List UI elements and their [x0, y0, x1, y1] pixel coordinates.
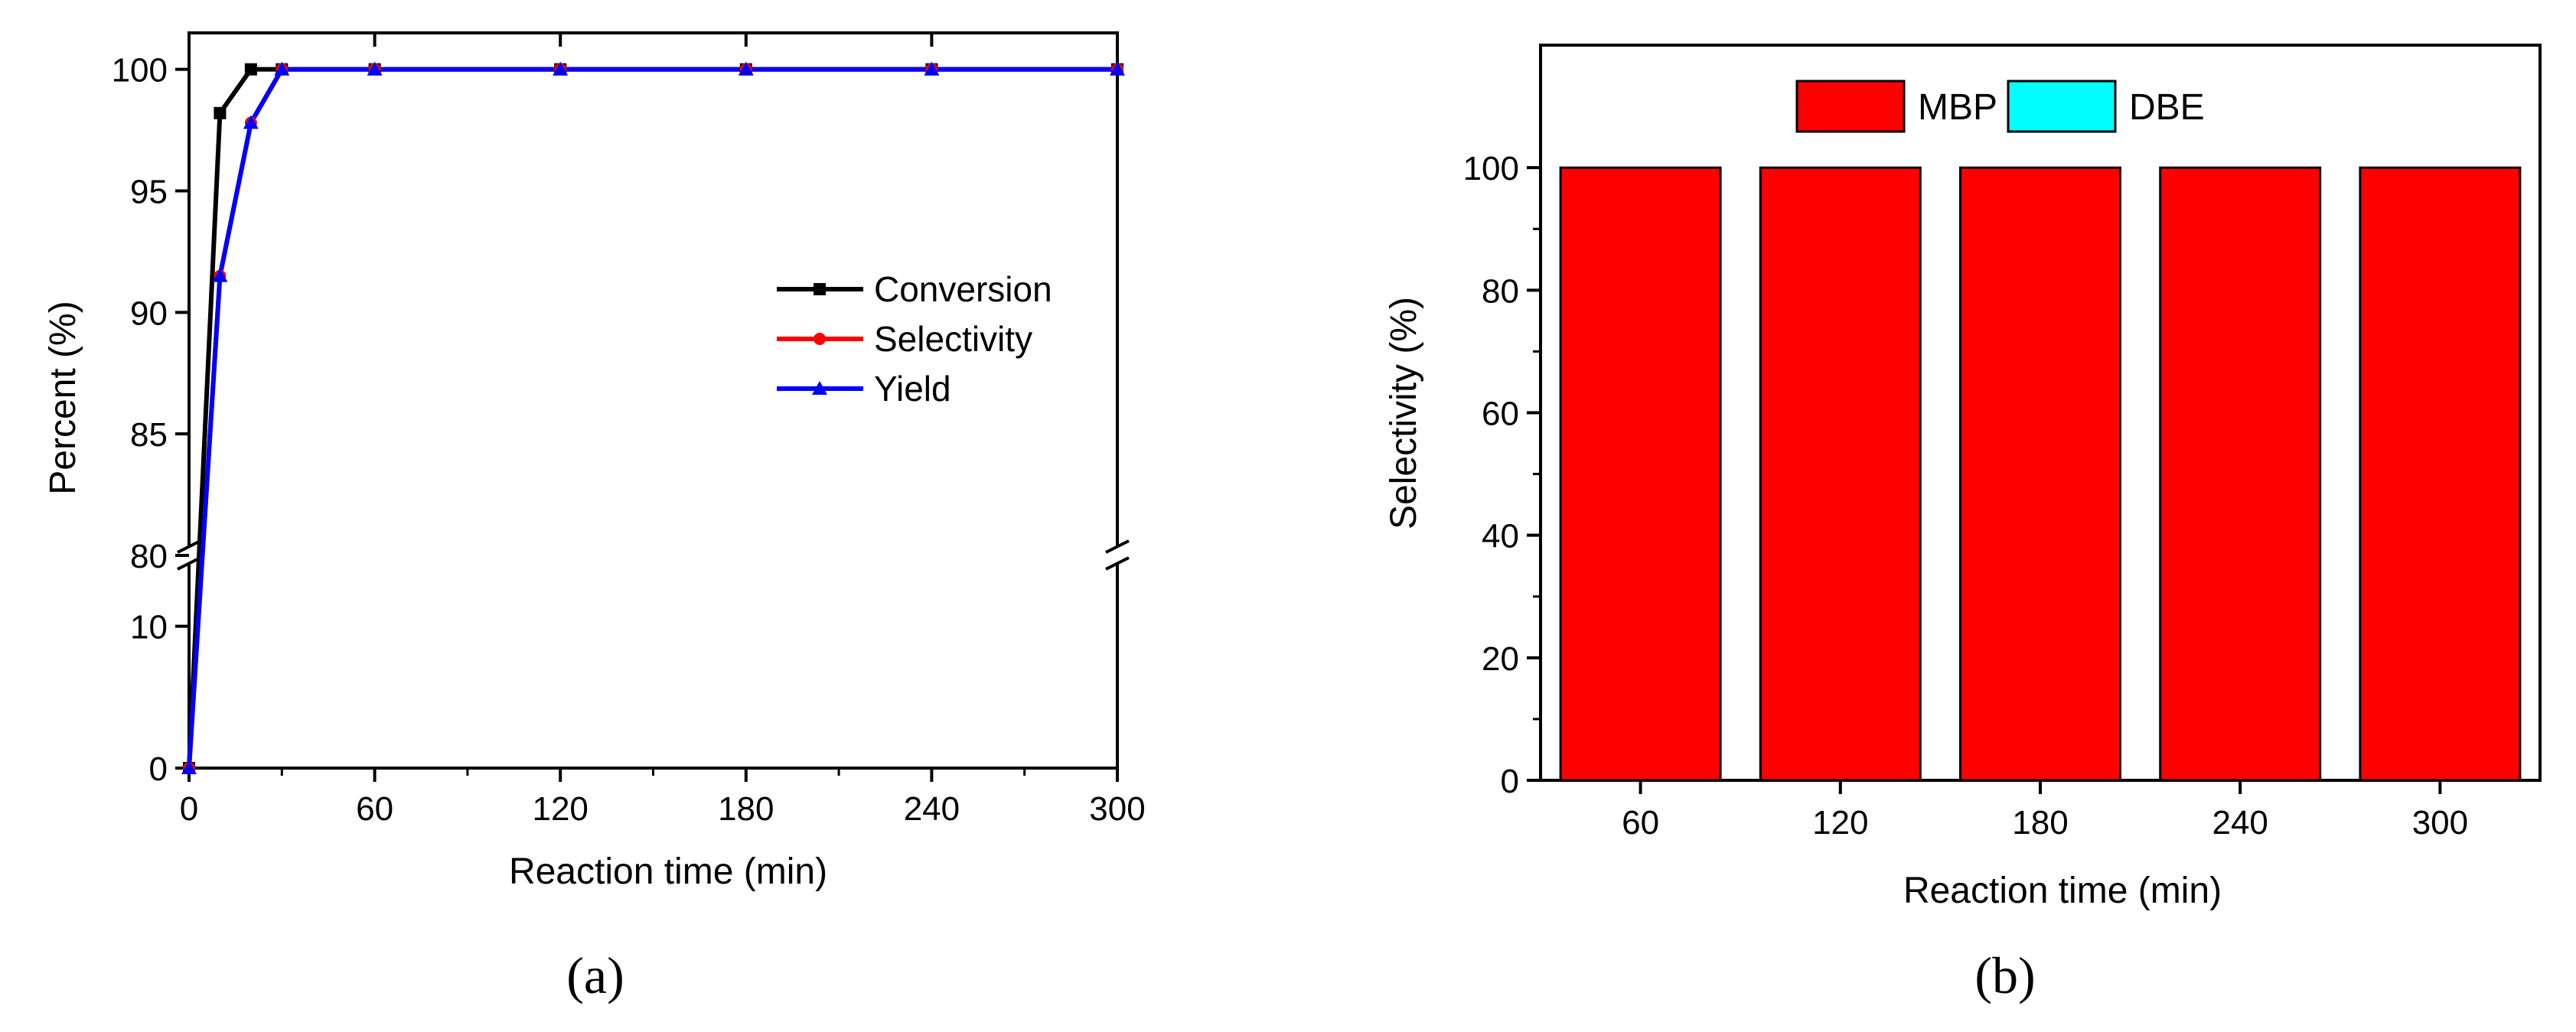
legend-label-selectivity: Selectivity [874, 319, 1032, 359]
legend-a: Conversion Selectivity Yield [777, 269, 1052, 409]
point-yield [367, 61, 383, 76]
series-line-yield [187, 67, 1117, 769]
point-yield [924, 61, 940, 76]
y-tick-label-a: 85 [130, 416, 168, 454]
bar-mbp [1959, 166, 2121, 782]
point-yield [1110, 61, 1125, 76]
panel-label-b: (b) [1974, 946, 2035, 1004]
bar-mbp [1759, 166, 1922, 782]
y-tick-label-b: 100 [1463, 150, 1519, 187]
point-yield [738, 61, 754, 76]
legend-b: MBP DBE [1795, 80, 2205, 133]
y-tick-label-b: 20 [1482, 640, 1519, 678]
x-tick-label-a: 120 [532, 790, 588, 828]
x-tick-label-b: 300 [2412, 804, 2468, 842]
y-tick-label-b: 0 [1501, 763, 1519, 800]
point-yield [274, 61, 290, 76]
x-axis-ticks-a: 0 60 120 180 240 300 [180, 33, 1146, 828]
point-yield [553, 61, 569, 76]
x-axis-label-a: Reaction time (min) [509, 851, 827, 892]
legend-label-mbp: MBP [1918, 87, 1997, 128]
point-conversion [244, 63, 257, 76]
x-axis-label-b: Reaction time (min) [1903, 871, 2222, 911]
point-conversion [214, 106, 227, 119]
legend-marker-triangle-icon [812, 381, 827, 395]
point-yield [243, 115, 259, 129]
y-tick-label-a: 95 [130, 173, 168, 210]
x-tick-label-a: 60 [356, 790, 393, 828]
y-tick-label-b: 60 [1482, 396, 1519, 433]
x-tick-label-a: 0 [180, 790, 198, 828]
plot-a-frame [187, 31, 1119, 770]
x-tick-label-b: 240 [2212, 804, 2268, 842]
bar-mbp [2159, 166, 2322, 782]
y-tick-label-a: 80 [130, 538, 168, 575]
panel-a-line-chart: 0 60 120 180 240 300 0 10 80 85 90 95 100 Reaction … [43, 31, 1146, 1004]
point-yield [212, 268, 228, 282]
legend-marker-square-icon [814, 283, 826, 295]
y-tick-label-a: 10 [130, 609, 168, 646]
y-axis-label-a: Percent (%) [43, 301, 83, 494]
series-line-selectivity [187, 67, 1117, 769]
legend-label-yield: Yield [874, 369, 951, 409]
series-line-conversion [187, 67, 1117, 769]
axis-break-mark-right-lower [1105, 556, 1130, 571]
y-tick-label-b: 40 [1482, 518, 1519, 555]
series-lines-a [181, 61, 1125, 774]
panel-b-bar-chart: 60 120 180 240 300 0 20 40 60 80 100 Reaction tim… [1384, 44, 2542, 1004]
y-tick-label-a: 100 [112, 52, 168, 90]
x-tick-label-a: 300 [1089, 790, 1145, 828]
bar-mbp [2359, 166, 2522, 782]
point-yield [181, 760, 197, 774]
y-axis-label-b: Selectivity (%) [1384, 297, 1424, 529]
legend-label-conversion: Conversion [874, 269, 1052, 309]
legend-marker-circle-icon [814, 333, 826, 345]
x-tick-label-b: 180 [2012, 804, 2068, 842]
y-axis-ticks-a: 0 10 80 85 90 95 100 [112, 52, 189, 788]
x-tick-label-b: 120 [1812, 804, 1868, 842]
bars-b [1559, 166, 2522, 782]
legend-swatch-dbe [2007, 80, 2117, 133]
legend-swatch-mbp [1795, 80, 1906, 133]
x-axis-ticks-b: 60 120 180 240 300 [1622, 780, 2468, 842]
axis-break-mark-right-upper [1105, 539, 1130, 554]
x-tick-label-b: 60 [1622, 804, 1659, 842]
y-tick-label-a: 0 [149, 750, 168, 788]
y-tick-label-b: 80 [1482, 272, 1519, 310]
x-tick-label-a: 240 [904, 790, 960, 828]
panel-label-a: (a) [566, 946, 624, 1004]
axis-break-mark-left-upper [177, 539, 201, 554]
y-axis-ticks-b: 0 20 40 60 80 100 [1463, 150, 1541, 800]
y-tick-label-a: 90 [130, 295, 168, 332]
legend-label-dbe: DBE [2129, 87, 2205, 128]
x-tick-label-a: 180 [718, 790, 774, 828]
bar-mbp [1559, 166, 1722, 782]
